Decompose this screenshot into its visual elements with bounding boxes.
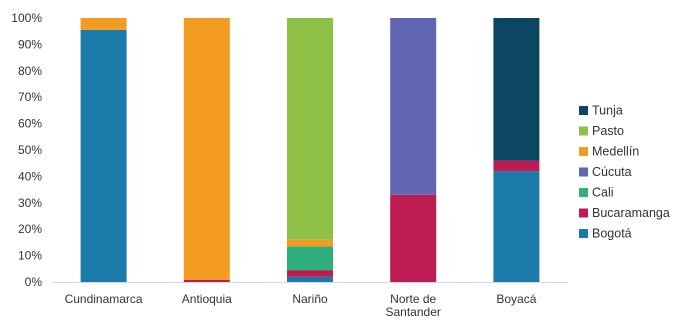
- x-category-label: Norte de: [390, 292, 436, 306]
- legend-label: Tunja: [592, 104, 623, 118]
- bar-segment: [493, 171, 540, 282]
- y-tick-label: 0%: [25, 275, 43, 289]
- legend-label: Medellín: [592, 145, 639, 159]
- y-tick-label: 90%: [18, 37, 42, 51]
- y-tick-label: 20%: [18, 222, 42, 236]
- y-tick-label: 60%: [18, 117, 42, 131]
- x-category-label: Santander: [386, 305, 441, 319]
- bar-segment: [183, 18, 230, 280]
- bar-segment: [80, 29, 127, 282]
- y-tick-label: 10%: [18, 249, 42, 263]
- bar-segment: [287, 246, 333, 271]
- bar-segment: [287, 18, 333, 240]
- legend-swatch: [579, 147, 588, 156]
- legend-swatch: [579, 126, 588, 136]
- x-category-label: Nariño: [292, 292, 328, 306]
- legend-label: Pasto: [592, 124, 624, 138]
- bar-segment: [80, 18, 127, 30]
- legend-label: Cali: [592, 186, 614, 200]
- legend-label: Bogotá: [592, 227, 632, 241]
- legend-swatch: [579, 188, 588, 197]
- bar-segment: [390, 194, 437, 282]
- bar-segment: [390, 18, 437, 195]
- bar-segment: [287, 239, 333, 247]
- legend-label: Bucaramanga: [592, 206, 670, 220]
- x-category-label: Boyacá: [496, 292, 536, 306]
- y-tick-label: 30%: [18, 196, 42, 210]
- bar-segment: [493, 18, 540, 161]
- x-category-label: Cundinamarca: [65, 292, 143, 306]
- legend-swatch: [579, 167, 588, 177]
- y-tick-label: 40%: [18, 169, 42, 183]
- bar-segment: [287, 270, 333, 277]
- bar-segment: [493, 160, 540, 172]
- y-tick-label: 100%: [11, 11, 42, 25]
- legend-swatch: [579, 229, 588, 238]
- bar-segment: [183, 279, 230, 282]
- legend-swatch: [579, 208, 588, 218]
- x-axis-categories: Cundinamarca Antioquia Nariño Norte deSanta…: [65, 292, 537, 319]
- bars: [80, 18, 540, 282]
- legend: Tunja Pasto Medellín Cúcuta Cali Bucaramanga B…: [579, 104, 670, 241]
- y-axis: 0% 10% 20% 30% 40% 50% 60% 70% 80% 90% 100%: [11, 11, 42, 289]
- y-tick-label: 50%: [18, 143, 42, 157]
- x-category-label: Antioquia: [182, 292, 232, 306]
- legend-swatch: [579, 106, 588, 115]
- bar-segment: [287, 276, 333, 282]
- y-tick-label: 70%: [18, 90, 42, 104]
- y-tick-label: 80%: [18, 64, 42, 78]
- legend-label: Cúcuta: [592, 165, 632, 179]
